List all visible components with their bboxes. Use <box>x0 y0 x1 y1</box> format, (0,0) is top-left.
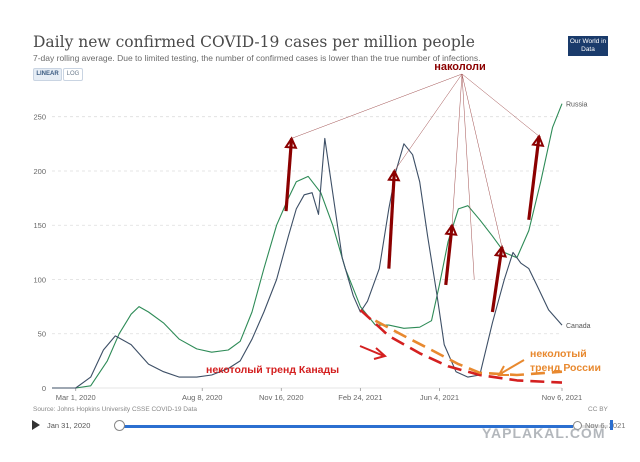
annotation-connector <box>394 73 463 172</box>
timeline-selected-range[interactable] <box>118 425 573 428</box>
series-line-russia-trend <box>374 319 563 377</box>
annotation-connector <box>291 73 463 139</box>
annotation-arrow <box>284 138 294 212</box>
y-tick-label: 150 <box>33 221 46 230</box>
chart-title: Daily new confirmed COVID-19 cases per m… <box>33 33 475 51</box>
owid-logo[interactable]: Our World in Data <box>568 36 608 56</box>
timeline-end-handle[interactable] <box>573 421 582 430</box>
annotation-arrowhead <box>284 136 298 149</box>
y-tick-label: 250 <box>33 113 46 122</box>
annotation-arrowhead <box>493 244 508 258</box>
series-line-russia <box>52 103 563 389</box>
series-label-russia: Russia <box>566 102 588 109</box>
annotation-canada-trend-arrow <box>359 345 385 357</box>
annotation-connector <box>461 73 475 280</box>
annotation-canada-trend-arrowhead <box>373 347 388 360</box>
annotation-canada-trend-label: некотолый тренд Канады <box>206 364 339 376</box>
annotation-nakololi-label: накололи <box>434 61 486 73</box>
annotation-connector <box>461 73 540 137</box>
annotation-arrowhead <box>531 134 545 147</box>
timeline-start-handle[interactable] <box>114 420 125 431</box>
series-line-canada <box>52 137 563 389</box>
linear-scale-button[interactable]: LINEAR <box>33 68 62 81</box>
y-tick-label: 200 <box>33 167 46 176</box>
x-tick-label: Nov 16, 2020 <box>259 393 304 402</box>
y-tick-label: 100 <box>33 275 46 284</box>
chart-subtitle: 7-day rolling average. Due to limited te… <box>33 53 481 63</box>
annotation-arrow <box>387 170 396 269</box>
y-tick-label: 50 <box>38 330 46 339</box>
annotation-arrow <box>444 225 454 286</box>
timeline-end-date: Nov 6, 2021 <box>585 421 626 430</box>
annotation-russia-trend-arrow <box>499 359 525 375</box>
series-line-canada-trend <box>359 308 563 384</box>
x-tick-label: Aug 8, 2020 <box>182 393 222 402</box>
timeline-end-marker[interactable] <box>610 420 613 430</box>
annotation-russia-trend-arrowhead <box>497 365 509 376</box>
x-tick-label: Nov 6, 2021 <box>542 393 582 402</box>
annotation-russia-trend-label-line2: тренд России <box>530 362 601 374</box>
annotation-arrow <box>527 136 541 220</box>
x-tick-label: Jun 4, 2021 <box>420 393 459 402</box>
y-tick-label: 0 <box>42 384 46 393</box>
annotation-connector <box>451 73 463 226</box>
series-label-canada: Canada <box>566 323 591 330</box>
x-tick-label: Mar 1, 2020 <box>56 393 96 402</box>
annotation-connector <box>461 73 503 247</box>
source-note[interactable]: Source: Johns Hopkins University CSSE CO… <box>33 406 198 413</box>
annotation-russia-trend-label-line1: неколотый <box>530 348 587 360</box>
x-tick-label: Feb 24, 2021 <box>338 393 382 402</box>
annotation-arrowhead <box>387 168 401 182</box>
annotation-arrowhead <box>444 223 458 236</box>
license-label[interactable]: CC BY <box>588 406 608 413</box>
watermark: YAPLAKAL.COM <box>482 425 606 441</box>
annotation-arrow <box>490 246 504 313</box>
timeline-start-date: Jan 31, 2020 <box>47 421 91 430</box>
play-icon[interactable] <box>32 420 40 430</box>
log-scale-button[interactable]: LOG <box>63 68 83 81</box>
